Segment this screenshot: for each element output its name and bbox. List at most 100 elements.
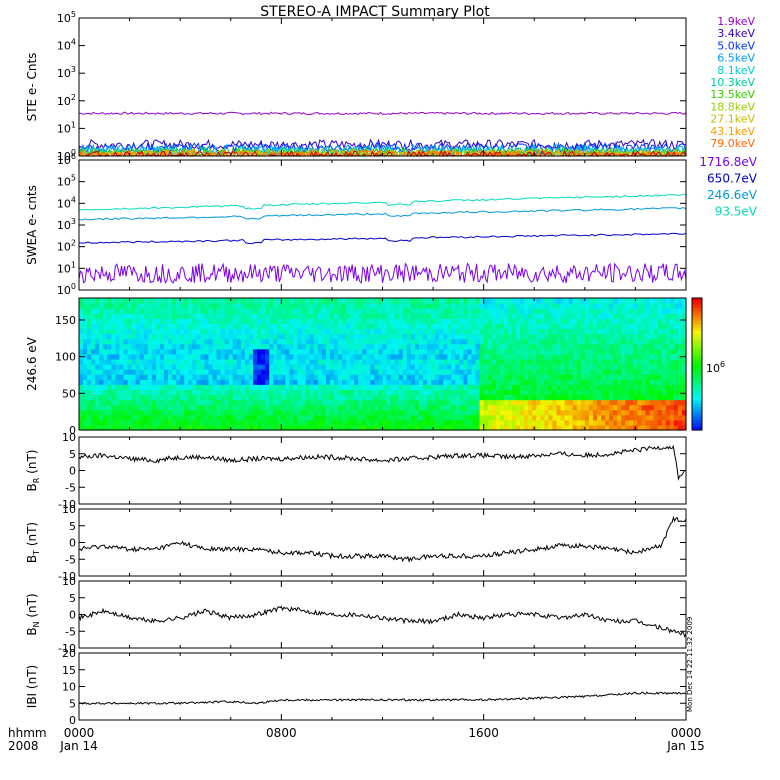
heatmap-cell <box>427 374 432 380</box>
heatmap-cell <box>629 303 634 309</box>
heatmap-cell <box>216 399 222 406</box>
heatmap-cell <box>568 389 574 396</box>
heatmap-cell <box>386 399 392 406</box>
heatmap-cell <box>564 374 570 380</box>
heatmap-cell <box>293 389 299 396</box>
heatmap-cell <box>588 348 594 355</box>
heatmap-cell <box>350 369 355 375</box>
heatmap-cell <box>261 313 266 319</box>
heatmap-cell <box>431 389 436 396</box>
heatmap-cell <box>528 374 533 380</box>
heatmap-cell <box>228 369 234 375</box>
heatmap-cell <box>621 308 626 314</box>
heatmap-cell <box>414 308 420 314</box>
heatmap-cell <box>467 379 473 385</box>
heatmap-cell <box>232 404 238 411</box>
heatmap-cell <box>394 353 400 360</box>
heatmap-cell <box>431 338 436 345</box>
heatmap-cell <box>386 333 392 340</box>
heatmap-cell <box>471 333 477 340</box>
heatmap-cell <box>220 414 226 421</box>
heatmap-cell <box>180 353 185 360</box>
heatmap-cell <box>552 303 558 309</box>
heatmap-cell <box>528 399 533 406</box>
heatmap-cell <box>459 308 465 314</box>
heatmap-cell <box>406 343 412 350</box>
heatmap-cell <box>451 399 456 406</box>
heatmap-cell <box>560 328 566 335</box>
heatmap-cell <box>244 389 250 396</box>
heatmap-cell <box>261 384 266 390</box>
heatmap-cell <box>451 414 456 421</box>
heatmap-cell <box>244 303 250 309</box>
heatmap-cell <box>139 343 145 350</box>
series-line <box>78 193 687 211</box>
heatmap-cell <box>580 328 586 335</box>
heatmap-cell <box>147 379 153 385</box>
heatmap-cell <box>669 424 675 431</box>
heatmap-cell <box>621 389 626 396</box>
heatmap-cell <box>236 303 242 309</box>
tick-label: -10 <box>58 498 76 511</box>
heatmap-cell <box>159 399 165 406</box>
heatmap-cell <box>168 318 173 324</box>
heatmap-cell <box>301 384 307 390</box>
heatmap-cell <box>285 338 291 345</box>
heatmap-cell <box>374 358 380 365</box>
heatmap-cell <box>143 338 149 345</box>
heatmap-cell <box>216 389 222 396</box>
heatmap-cell <box>487 399 493 406</box>
heatmap-cell <box>212 298 218 304</box>
heatmap-cell <box>204 389 210 396</box>
heatmap-cell <box>103 409 108 416</box>
heatmap-cell <box>354 389 359 396</box>
colorbar-frame <box>691 297 703 431</box>
heatmap-cell <box>455 358 460 365</box>
heatmap-cell <box>548 308 554 314</box>
heatmap-cell <box>418 303 424 309</box>
heatmap-cell <box>588 343 594 350</box>
heatmap-cell <box>333 384 339 390</box>
heatmap-cell <box>414 328 420 335</box>
heatmap-cell <box>196 348 201 355</box>
heatmap-cell <box>641 414 647 421</box>
colorbar-segment <box>692 383 702 388</box>
heatmap-cell <box>168 424 173 431</box>
heatmap-cell <box>155 424 161 431</box>
heatmap-cell <box>103 323 108 330</box>
heatmap-cell <box>649 333 655 340</box>
heatmap-cell <box>382 298 388 304</box>
heatmap-cell <box>641 303 647 309</box>
heatmap-cell <box>653 364 659 370</box>
heatmap-cell <box>544 323 550 330</box>
tick-label: 0 <box>69 424 76 437</box>
heatmap-cell <box>524 374 529 380</box>
heatmap-cell <box>212 353 218 360</box>
heatmap-cell <box>374 384 380 390</box>
heatmap-cell <box>435 333 440 340</box>
heatmap-cell <box>398 323 404 330</box>
heatmap-cell <box>277 358 282 365</box>
heatmap-cell <box>337 384 343 390</box>
heatmap-cell <box>131 353 137 360</box>
heatmap-cell <box>107 343 112 350</box>
heatmap-cell <box>390 414 396 421</box>
heatmap-cell <box>163 348 169 355</box>
heatmap-cell <box>455 328 460 335</box>
heatmap-cell <box>524 379 529 385</box>
heatmap-cell <box>410 389 416 396</box>
heatmap-cell <box>329 358 335 365</box>
heatmap-cell <box>552 323 558 330</box>
heatmap-cell <box>151 313 157 319</box>
heatmap-cell <box>629 419 634 426</box>
heatmap-cell <box>358 364 363 370</box>
heatmap-cell <box>588 369 594 375</box>
heatmap-cell <box>212 399 218 406</box>
heatmap-cell <box>645 318 651 324</box>
heatmap-cell <box>342 318 347 324</box>
heatmap-cell <box>111 348 117 355</box>
heatmap-cell <box>447 419 452 426</box>
heatmap-cell <box>285 358 291 365</box>
heatmap-cell <box>123 379 129 385</box>
